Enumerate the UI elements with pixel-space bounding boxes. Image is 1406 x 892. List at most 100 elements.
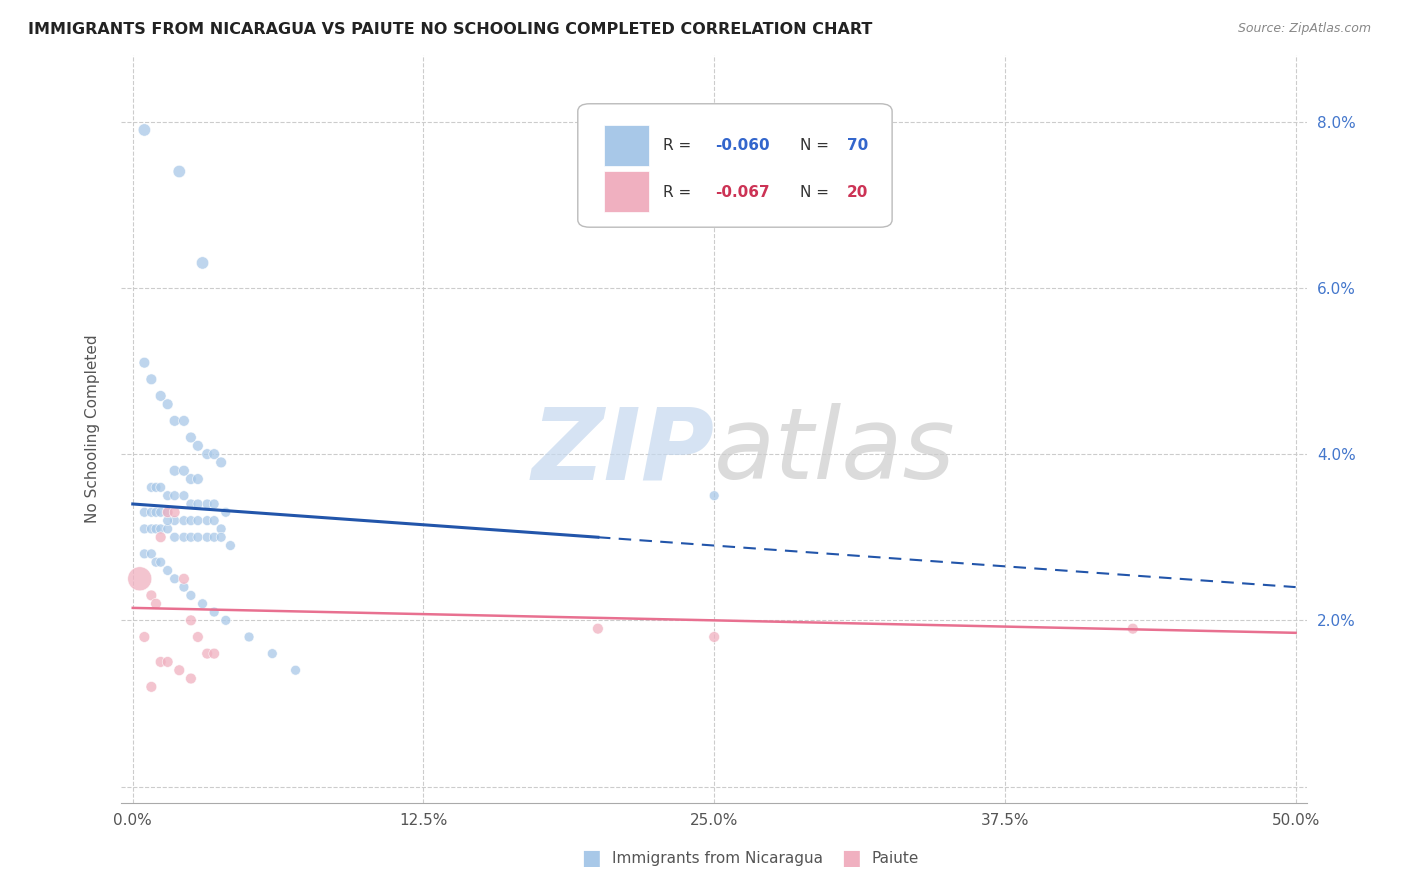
Point bbox=[163, 489, 186, 503]
Text: ■: ■ bbox=[581, 848, 600, 868]
Point bbox=[145, 480, 167, 494]
Point bbox=[145, 555, 167, 569]
Point bbox=[180, 672, 202, 686]
Text: R =: R = bbox=[664, 138, 696, 153]
Point bbox=[134, 356, 156, 370]
Point bbox=[163, 414, 186, 428]
Point bbox=[191, 597, 214, 611]
Point bbox=[163, 464, 186, 478]
Point bbox=[180, 613, 202, 627]
Text: ■: ■ bbox=[841, 848, 860, 868]
Point bbox=[202, 647, 225, 661]
Point bbox=[215, 505, 238, 519]
Point bbox=[191, 256, 214, 270]
Point bbox=[187, 497, 209, 511]
Y-axis label: No Schooling Completed: No Schooling Completed bbox=[86, 334, 100, 524]
Point bbox=[149, 655, 172, 669]
Point bbox=[173, 530, 195, 544]
Point bbox=[195, 447, 218, 461]
Point bbox=[156, 489, 179, 503]
Point bbox=[219, 539, 242, 553]
Point bbox=[173, 489, 195, 503]
Text: 20: 20 bbox=[846, 185, 869, 200]
Point bbox=[173, 514, 195, 528]
Point bbox=[173, 580, 195, 594]
Point bbox=[156, 505, 179, 519]
Point bbox=[195, 647, 218, 661]
Point bbox=[209, 530, 232, 544]
FancyBboxPatch shape bbox=[578, 103, 893, 227]
Point bbox=[156, 655, 179, 669]
Point bbox=[187, 630, 209, 644]
Point bbox=[202, 514, 225, 528]
Point bbox=[163, 572, 186, 586]
Text: ZIP: ZIP bbox=[531, 403, 714, 500]
Point bbox=[141, 547, 163, 561]
Point bbox=[141, 522, 163, 536]
Point bbox=[202, 497, 225, 511]
Text: N =: N = bbox=[800, 138, 834, 153]
Point bbox=[215, 613, 238, 627]
Point bbox=[141, 680, 163, 694]
Bar bbox=[605, 171, 650, 212]
Text: Immigrants from Nicaragua: Immigrants from Nicaragua bbox=[612, 851, 823, 865]
Point bbox=[703, 630, 725, 644]
Point bbox=[187, 530, 209, 544]
Point bbox=[163, 530, 186, 544]
Point bbox=[209, 522, 232, 536]
Point bbox=[156, 397, 179, 411]
Text: IMMIGRANTS FROM NICARAGUA VS PAIUTE NO SCHOOLING COMPLETED CORRELATION CHART: IMMIGRANTS FROM NICARAGUA VS PAIUTE NO S… bbox=[28, 22, 873, 37]
Text: Paiute: Paiute bbox=[872, 851, 920, 865]
Point bbox=[209, 455, 232, 469]
Text: -0.067: -0.067 bbox=[716, 185, 770, 200]
Point bbox=[156, 522, 179, 536]
Point bbox=[149, 480, 172, 494]
Point bbox=[149, 522, 172, 536]
Point bbox=[703, 489, 725, 503]
Point bbox=[156, 505, 179, 519]
Point bbox=[128, 572, 150, 586]
Point bbox=[134, 123, 156, 137]
Point bbox=[195, 530, 218, 544]
Point bbox=[180, 514, 202, 528]
Point bbox=[195, 497, 218, 511]
Text: N =: N = bbox=[800, 185, 834, 200]
Point bbox=[141, 505, 163, 519]
Text: -0.060: -0.060 bbox=[716, 138, 770, 153]
Point bbox=[202, 605, 225, 619]
Point bbox=[134, 547, 156, 561]
Point bbox=[141, 480, 163, 494]
Point bbox=[141, 589, 163, 603]
Text: atlas: atlas bbox=[714, 403, 956, 500]
Point bbox=[586, 622, 609, 636]
Point bbox=[173, 464, 195, 478]
Point bbox=[180, 497, 202, 511]
Point bbox=[169, 663, 191, 677]
Point bbox=[173, 572, 195, 586]
Bar bbox=[605, 125, 650, 166]
Point bbox=[134, 630, 156, 644]
Text: Source: ZipAtlas.com: Source: ZipAtlas.com bbox=[1237, 22, 1371, 36]
Point bbox=[156, 564, 179, 578]
Point bbox=[187, 514, 209, 528]
Point bbox=[145, 597, 167, 611]
Point bbox=[1122, 622, 1144, 636]
Point bbox=[284, 663, 307, 677]
Text: R =: R = bbox=[664, 185, 696, 200]
Point bbox=[145, 522, 167, 536]
Point bbox=[163, 514, 186, 528]
Point bbox=[169, 164, 191, 178]
Point bbox=[202, 447, 225, 461]
Point bbox=[149, 555, 172, 569]
Point bbox=[262, 647, 284, 661]
Point bbox=[149, 389, 172, 403]
Point bbox=[187, 439, 209, 453]
Point bbox=[149, 530, 172, 544]
Point bbox=[195, 514, 218, 528]
Point bbox=[180, 430, 202, 444]
Point bbox=[202, 530, 225, 544]
Point bbox=[156, 514, 179, 528]
Point bbox=[149, 505, 172, 519]
Point bbox=[180, 589, 202, 603]
Point bbox=[187, 472, 209, 486]
